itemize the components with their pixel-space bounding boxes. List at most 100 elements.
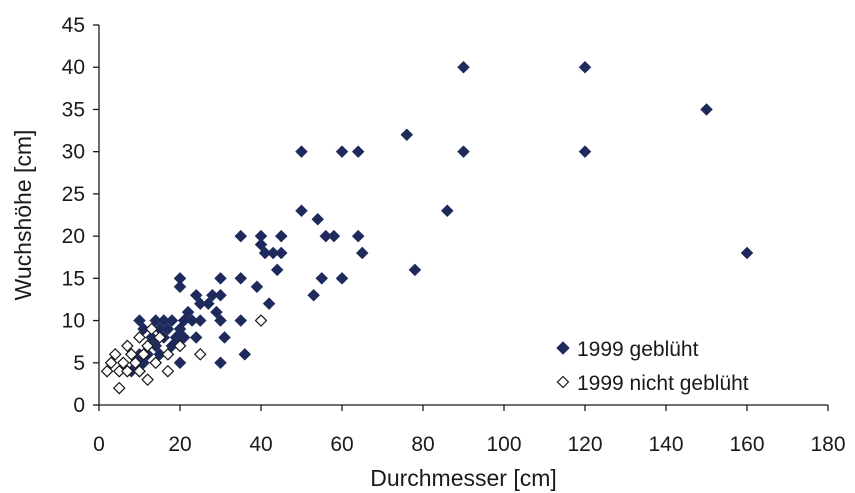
point-nicht-geblueht — [193, 347, 207, 361]
point-geblueht — [193, 314, 207, 327]
point-geblueht — [311, 212, 325, 226]
point-nicht-geblueht — [104, 356, 118, 370]
point-nicht-geblueht — [121, 339, 134, 353]
y-tick-label: 35 — [62, 98, 85, 121]
x-tick-label: 120 — [567, 433, 602, 456]
point-geblueht — [274, 229, 288, 243]
point-geblueht — [173, 356, 187, 370]
point-nicht-geblueht — [121, 364, 134, 378]
point-geblueht — [307, 288, 321, 302]
point-geblueht — [210, 305, 223, 319]
point-geblueht — [189, 288, 203, 302]
point-nicht-geblueht — [149, 356, 163, 370]
point-geblueht — [238, 347, 252, 361]
x-tick-label: 180 — [810, 433, 845, 456]
y-tick-label: 25 — [62, 183, 85, 206]
x-tick-label: 140 — [648, 433, 683, 456]
point-geblueht — [400, 128, 414, 142]
point-geblueht — [218, 331, 231, 344]
x-tick-label: 80 — [411, 433, 434, 456]
point-geblueht — [351, 229, 365, 243]
point-geblueht — [440, 204, 454, 218]
legend-marker-nicht-geblueht — [556, 375, 570, 389]
point-geblueht — [457, 145, 470, 159]
y-tick-label: 15 — [62, 267, 85, 290]
point-nicht-geblueht — [125, 347, 138, 361]
y-axis-title: Wuchshöhe [cm] — [10, 130, 36, 301]
x-tick-label: 160 — [729, 433, 764, 456]
point-geblueht — [214, 288, 227, 302]
point-nicht-geblueht — [116, 356, 130, 370]
point-geblueht — [327, 229, 341, 243]
point-geblueht — [234, 271, 248, 285]
point-geblueht — [274, 246, 288, 260]
y-tick-label: 0 — [73, 394, 85, 417]
point-geblueht — [133, 314, 146, 327]
y-tick-label: 20 — [62, 225, 85, 248]
legend-label-geblueht: 1999 geblüht — [577, 338, 699, 361]
point-geblueht — [201, 297, 215, 311]
point-geblueht — [457, 60, 470, 74]
point-geblueht — [214, 356, 227, 370]
legend-marker-geblueht — [556, 341, 570, 355]
y-tick-label: 10 — [62, 310, 85, 333]
point-geblueht — [234, 229, 248, 243]
data-points — [100, 60, 754, 395]
x-tick-label: 100 — [486, 433, 521, 456]
point-geblueht — [250, 280, 264, 294]
point-geblueht — [335, 145, 349, 159]
point-geblueht — [700, 103, 713, 116]
point-geblueht — [181, 305, 195, 319]
point-nicht-geblueht — [133, 331, 146, 344]
point-geblueht — [578, 145, 592, 159]
point-geblueht — [189, 331, 203, 344]
legend: 1999 geblüht 1999 nicht geblüht — [556, 338, 749, 395]
point-geblueht — [355, 246, 369, 260]
point-geblueht — [254, 238, 268, 251]
y-axis-ticks: 0 5 10 15 20 25 30 35 40 45 — [62, 14, 99, 417]
point-nicht-geblueht — [108, 347, 122, 361]
point-geblueht — [740, 246, 754, 260]
plot-area: 0 5 10 15 20 25 30 35 40 45 0 20 40 60 80 100 120 140 160… — [62, 14, 846, 456]
point-geblueht — [315, 271, 329, 285]
point-geblueht — [165, 314, 179, 327]
point-nicht-geblueht — [161, 347, 175, 361]
point-nicht-geblueht — [161, 364, 175, 378]
y-tick-label: 40 — [62, 56, 85, 79]
point-geblueht — [351, 145, 365, 159]
point-nicht-geblueht — [173, 339, 187, 353]
point-geblueht — [173, 280, 187, 294]
point-geblueht — [295, 145, 308, 159]
point-geblueht — [214, 314, 227, 327]
point-nicht-geblueht — [112, 381, 126, 395]
x-tick-label: 0 — [93, 433, 105, 456]
point-nicht-geblueht — [133, 364, 146, 378]
point-geblueht — [173, 322, 187, 336]
point-nicht-geblueht — [100, 364, 114, 378]
point-nicht-geblueht — [141, 373, 154, 387]
point-geblueht — [161, 322, 175, 336]
x-axis-title: Durchmesser [cm] — [370, 465, 557, 491]
point-geblueht — [177, 331, 191, 344]
point-nicht-geblueht — [145, 322, 158, 336]
point-nicht-geblueht — [141, 339, 154, 353]
x-tick-label: 20 — [168, 433, 191, 456]
point-geblueht — [578, 60, 592, 74]
x-tick-label: 60 — [330, 433, 353, 456]
point-nicht-geblueht — [254, 314, 268, 327]
y-tick-label: 30 — [62, 141, 85, 164]
point-geblueht — [214, 271, 227, 285]
y-tick-label: 5 — [73, 352, 85, 375]
y-tick-label: 45 — [62, 14, 85, 37]
x-tick-label: 40 — [249, 433, 272, 456]
point-geblueht — [270, 263, 284, 277]
legend-label-nicht-geblueht: 1999 nicht geblüht — [577, 372, 749, 395]
point-geblueht — [262, 297, 276, 311]
point-geblueht — [234, 314, 248, 327]
point-nicht-geblueht — [137, 347, 150, 361]
point-nicht-geblueht — [129, 356, 142, 370]
point-nicht-geblueht — [153, 331, 167, 344]
point-geblueht — [335, 271, 349, 285]
point-geblueht — [295, 204, 308, 218]
point-geblueht — [408, 263, 422, 277]
